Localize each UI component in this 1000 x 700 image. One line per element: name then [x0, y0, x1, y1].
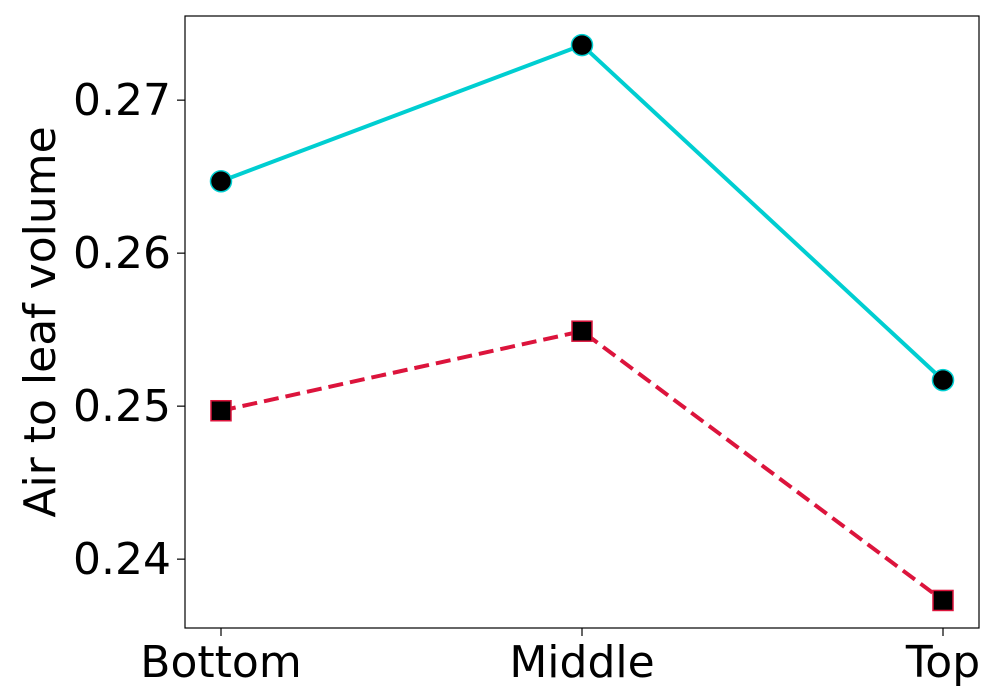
y-tick-label: 0.26	[73, 228, 171, 279]
data-point-circle	[570, 33, 594, 57]
x-tick-label: Top	[905, 637, 980, 688]
series-1	[209, 33, 955, 392]
series-layer	[209, 33, 955, 612]
data-point-square	[932, 589, 954, 612]
data-point-square	[571, 320, 593, 342]
series-line	[220, 329, 945, 603]
data-point-square	[210, 399, 232, 422]
y-tick-label: 0.24	[73, 534, 171, 585]
data-point-circle	[931, 368, 955, 392]
x-tick-label: Bottom	[140, 637, 301, 688]
series-2	[210, 320, 954, 612]
data-point-circle	[209, 169, 233, 193]
y-axis-label: Air to leaf volume	[15, 126, 66, 517]
y-tick-label: 0.25	[73, 381, 171, 432]
y-axis: 0.24 0.25 0.26 0.27	[73, 75, 185, 585]
x-axis: Bottom Middle Top	[140, 628, 980, 688]
x-tick-label: Middle	[509, 637, 654, 688]
y-tick-label: 0.27	[73, 75, 171, 126]
